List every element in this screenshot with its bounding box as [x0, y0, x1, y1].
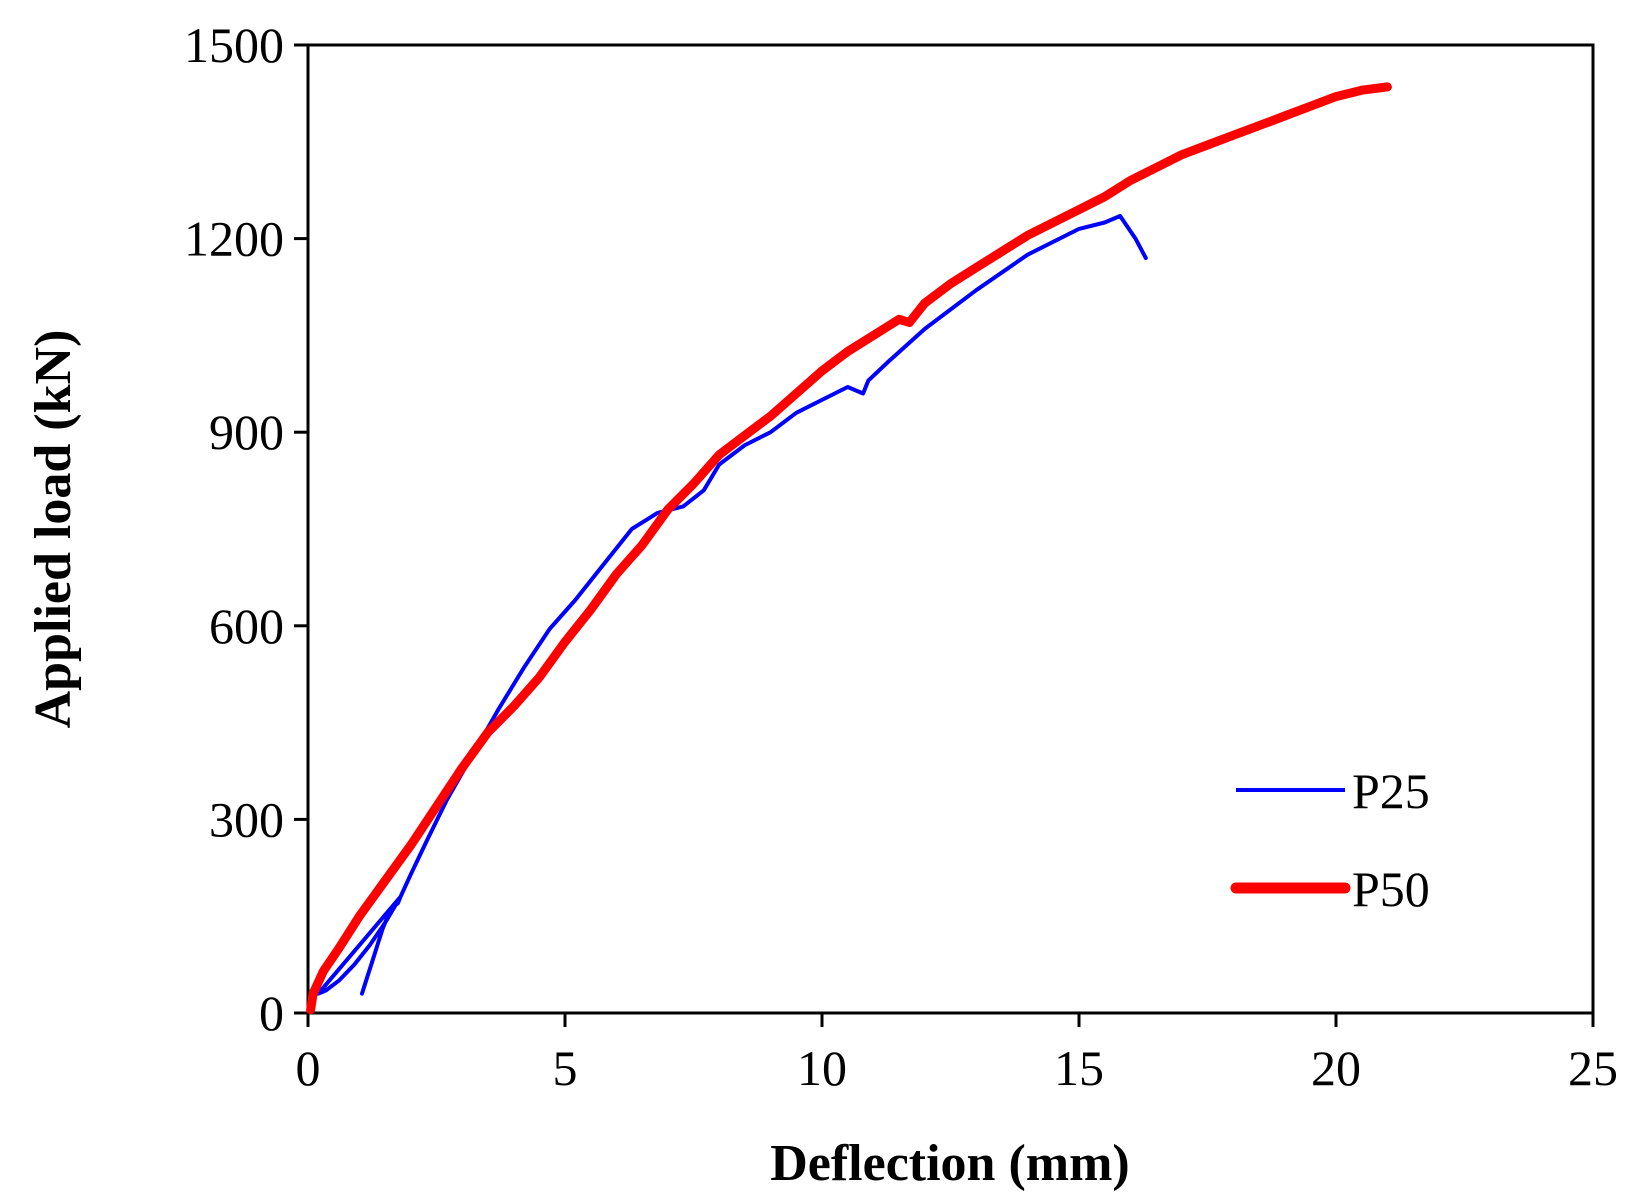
x-tick-label: 20 [1311, 1040, 1361, 1096]
series-line-p25 [316, 214, 1148, 996]
x-axis: 0 5 10 15 20 25 [296, 1013, 1618, 1096]
legend-label-p50: P50 [1352, 861, 1430, 917]
y-tick-label: 0 [259, 985, 284, 1041]
legend: P25 P50 [1230, 763, 1430, 917]
y-tick-label: 600 [209, 598, 284, 654]
y-tick-label: 1500 [184, 17, 284, 73]
y-tick-label: 1200 [184, 211, 284, 267]
x-axis-title: Deflection (mm) [770, 1135, 1130, 1192]
y-axis: 0 300 600 900 1200 1500 [184, 17, 308, 1041]
plot-area [306, 43, 1595, 1015]
legend-label-p25: P25 [1352, 763, 1430, 819]
y-tick-label: 300 [209, 791, 284, 847]
x-tick-label: 25 [1568, 1040, 1618, 1096]
x-tick-label: 10 [797, 1040, 847, 1096]
y-tick-label: 900 [209, 404, 284, 460]
x-tick-label: 15 [1054, 1040, 1104, 1096]
y-axis-title: Applied load (kN) [25, 330, 82, 729]
x-tick-label: 5 [553, 1040, 578, 1096]
series-layer [306, 82, 1392, 1015]
series-line-p50 [306, 82, 1392, 1015]
x-tick-label: 0 [296, 1040, 321, 1096]
